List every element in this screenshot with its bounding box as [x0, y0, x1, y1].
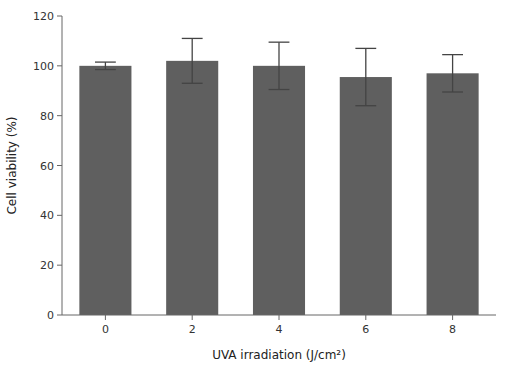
- error-cap: [269, 89, 290, 90]
- y-axis-line: [62, 16, 63, 315]
- error-bar: [355, 48, 376, 105]
- error-stem: [105, 62, 106, 69]
- error-cap: [95, 69, 116, 70]
- bar: [166, 61, 218, 315]
- error-stem: [365, 48, 366, 105]
- error-cap: [442, 54, 463, 55]
- y-tick-label: 20: [40, 259, 54, 272]
- y-tick-label: 80: [40, 110, 54, 123]
- x-tick: [105, 315, 106, 320]
- x-axis-label: UVA irradiation (J/cm²): [212, 348, 346, 362]
- y-tick: [57, 16, 62, 17]
- y-tick: [57, 65, 62, 66]
- bar: [427, 73, 479, 315]
- y-tick: [57, 115, 62, 116]
- bar: [340, 77, 392, 315]
- error-stem: [192, 38, 193, 83]
- x-tick: [452, 315, 453, 320]
- x-tick-label: 0: [102, 323, 109, 336]
- bar: [79, 66, 131, 315]
- y-tick-label: 0: [47, 309, 54, 322]
- x-tick-label: 4: [276, 323, 283, 336]
- x-tick-label: 6: [362, 323, 369, 336]
- error-cap: [442, 91, 463, 92]
- y-tick: [57, 315, 62, 316]
- x-tick: [365, 315, 366, 320]
- error-bar: [182, 38, 203, 83]
- error-cap: [182, 83, 203, 84]
- y-tick: [57, 165, 62, 166]
- y-tick-label: 40: [40, 209, 54, 222]
- error-bar: [442, 55, 463, 92]
- x-tick-label: 8: [449, 323, 456, 336]
- error-stem: [452, 55, 453, 92]
- x-tick: [192, 315, 193, 320]
- chart-container: 0 20 40 60 80 100 120 0 2 4 6 8 UVA irradiation (J/c…: [0, 0, 512, 373]
- y-tick-label: 120: [33, 10, 54, 23]
- bar: [253, 66, 305, 315]
- error-stem: [278, 42, 279, 89]
- y-axis-label: Cell viability (%): [5, 116, 19, 214]
- y-tick: [57, 265, 62, 266]
- error-cap: [269, 42, 290, 43]
- chart-svg: 0 20 40 60 80 100 120 0 2 4 6 8 UVA irradiation (J/c…: [0, 0, 512, 373]
- error-bar: [95, 62, 116, 69]
- error-cap: [355, 48, 376, 49]
- error-cap: [182, 38, 203, 39]
- y-tick-label: 100: [33, 60, 54, 73]
- y-tick-label: 60: [40, 160, 54, 173]
- error-cap: [95, 61, 116, 62]
- x-tick-label: 2: [189, 323, 196, 336]
- x-tick: [279, 315, 280, 320]
- bars: [79, 38, 478, 315]
- error-bar: [269, 42, 290, 89]
- y-tick: [57, 215, 62, 216]
- error-cap: [355, 105, 376, 106]
